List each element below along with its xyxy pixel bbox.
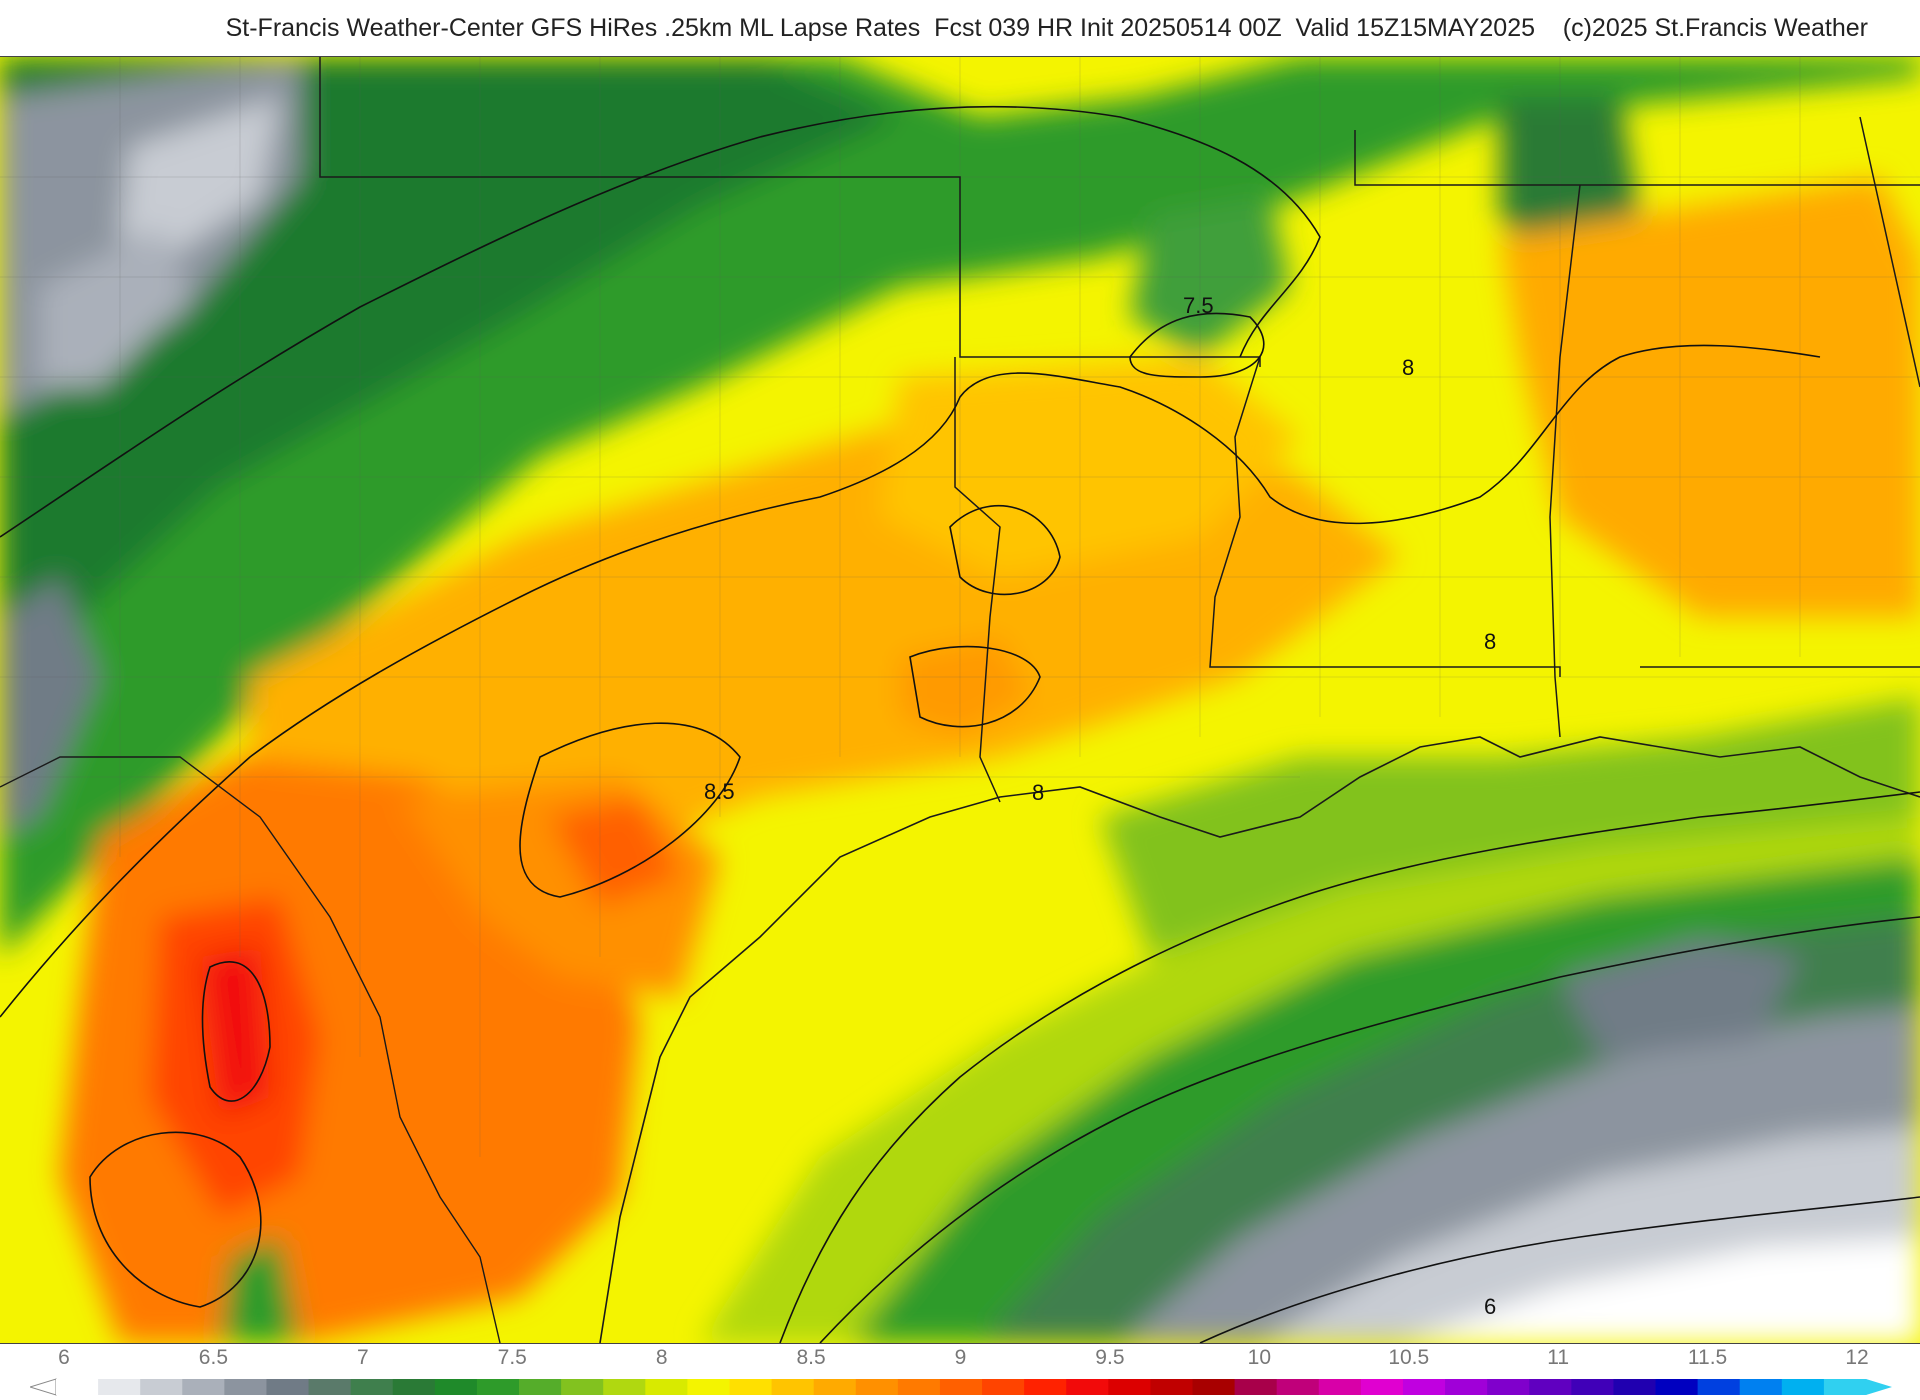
colorbar-swatch <box>519 1379 562 1395</box>
colorbar-swatch <box>1739 1379 1783 1395</box>
colorbar <box>30 1378 1892 1396</box>
colorbar-min-arrow <box>30 1378 57 1396</box>
colorbar-swatch <box>392 1379 436 1395</box>
colorbar-swatch <box>476 1379 520 1395</box>
colorbar-swatch <box>350 1379 394 1395</box>
colorbar-swatch <box>1655 1379 1699 1395</box>
colorbar-swatch <box>645 1379 688 1395</box>
colorbar-tick-label: 7.5 <box>497 1346 527 1369</box>
colorbar-swatch <box>1445 1379 1488 1395</box>
colorbar-swatch <box>1234 1379 1278 1395</box>
colorbar-swatch <box>1613 1379 1657 1395</box>
coastline <box>599 736 1920 1343</box>
colorbar-tick-label: 8 <box>655 1346 668 1369</box>
contour-label-8-a: 8 <box>1402 355 1414 380</box>
colorbar-tick-label: 11 <box>1547 1346 1570 1369</box>
colorbar-swatch <box>771 1379 815 1395</box>
colorbar-swatch <box>561 1379 604 1395</box>
colorbar-tick-label: 10.5 <box>1388 1346 1430 1369</box>
colorbar-swatch <box>1402 1379 1446 1395</box>
colorbar-swatch <box>266 1379 310 1395</box>
colorbar-tick-label: 8.5 <box>796 1346 826 1369</box>
colorbar-swatch <box>1066 1379 1109 1395</box>
colorbar-swatch <box>982 1379 1025 1395</box>
colorbar-swatch <box>98 1379 141 1395</box>
lapse-contours <box>0 105 1920 1343</box>
colorbar-swatch <box>56 1379 99 1395</box>
contour-labels: 7.5 8 8 8 8.5 6 <box>704 293 1496 1319</box>
colorbar-tick-label: 11.5 <box>1687 1346 1728 1369</box>
colorbar-swatch <box>1150 1379 1194 1395</box>
colorbar-swatch <box>939 1379 983 1395</box>
colorbar-tick-label: 7 <box>356 1346 369 1369</box>
colorbar-swatch <box>1276 1379 1320 1395</box>
contour-label-6: 6 <box>1484 1294 1496 1319</box>
colorbar-max-arrow <box>1866 1379 1892 1395</box>
colorbar-swatch <box>308 1379 352 1395</box>
colorbar-swatch <box>687 1379 730 1395</box>
colorbar-swatch <box>224 1379 267 1395</box>
contour-label-8-b: 8 <box>1484 629 1496 654</box>
colorbar-tick-label: 12 <box>1845 1346 1869 1369</box>
colorbar-swatch <box>1697 1379 1741 1395</box>
colorbar-swatch <box>1487 1379 1530 1395</box>
colorbar-swatch <box>434 1379 478 1395</box>
colorbar-swatch <box>897 1379 941 1395</box>
contour-label-7-5: 7.5 <box>1183 293 1214 318</box>
lapse-rate-map: 7.5 8 8 8 8.5 6 <box>0 56 1920 1344</box>
colorbar-swatch <box>729 1379 773 1395</box>
colorbar-tick-label: 6 <box>58 1346 70 1369</box>
colorbar-tick-label: 6.5 <box>198 1346 229 1369</box>
colorbar-swatch <box>1571 1379 1614 1395</box>
colorbar-swatch <box>140 1379 183 1395</box>
border-mexico <box>0 756 501 1343</box>
shaded-field <box>0 57 1920 1343</box>
colorbar-swatch <box>1529 1379 1572 1395</box>
colorbar-swatch <box>603 1379 646 1395</box>
colorbar-tick-label: 9.5 <box>1095 1346 1125 1369</box>
colorbar-swatch <box>1024 1379 1067 1395</box>
colorbar-swatch <box>1781 1379 1825 1395</box>
colorbar-tick-label: 10 <box>1247 1346 1272 1369</box>
contour-label-8-c: 8 <box>1032 780 1044 805</box>
colorbar-legend: 6 6.5 7 7.5 8 8.5 9 9.5 10 10.5 11 11.5 12 <box>0 1342 1920 1400</box>
map-canvas: 7.5 8 8 8 8.5 6 <box>0 57 1920 1343</box>
colorbar-swatch <box>855 1379 899 1395</box>
colorbar-swatch <box>1108 1379 1151 1395</box>
colorbar-swatch <box>1360 1379 1404 1395</box>
colorbar-swatch <box>813 1379 857 1395</box>
map-title: St-Francis Weather-Center GFS HiRes .25k… <box>225 13 1868 42</box>
contour-label-8-5: 8.5 <box>704 779 735 804</box>
colorbar-swatch <box>1823 1379 1867 1395</box>
colorbar-tick-label: 9 <box>954 1346 967 1369</box>
colorbar-swatch <box>1192 1379 1236 1395</box>
colorbar-swatch <box>182 1379 225 1395</box>
colorbar-swatch <box>1318 1379 1362 1395</box>
state-borders <box>319 57 1920 803</box>
